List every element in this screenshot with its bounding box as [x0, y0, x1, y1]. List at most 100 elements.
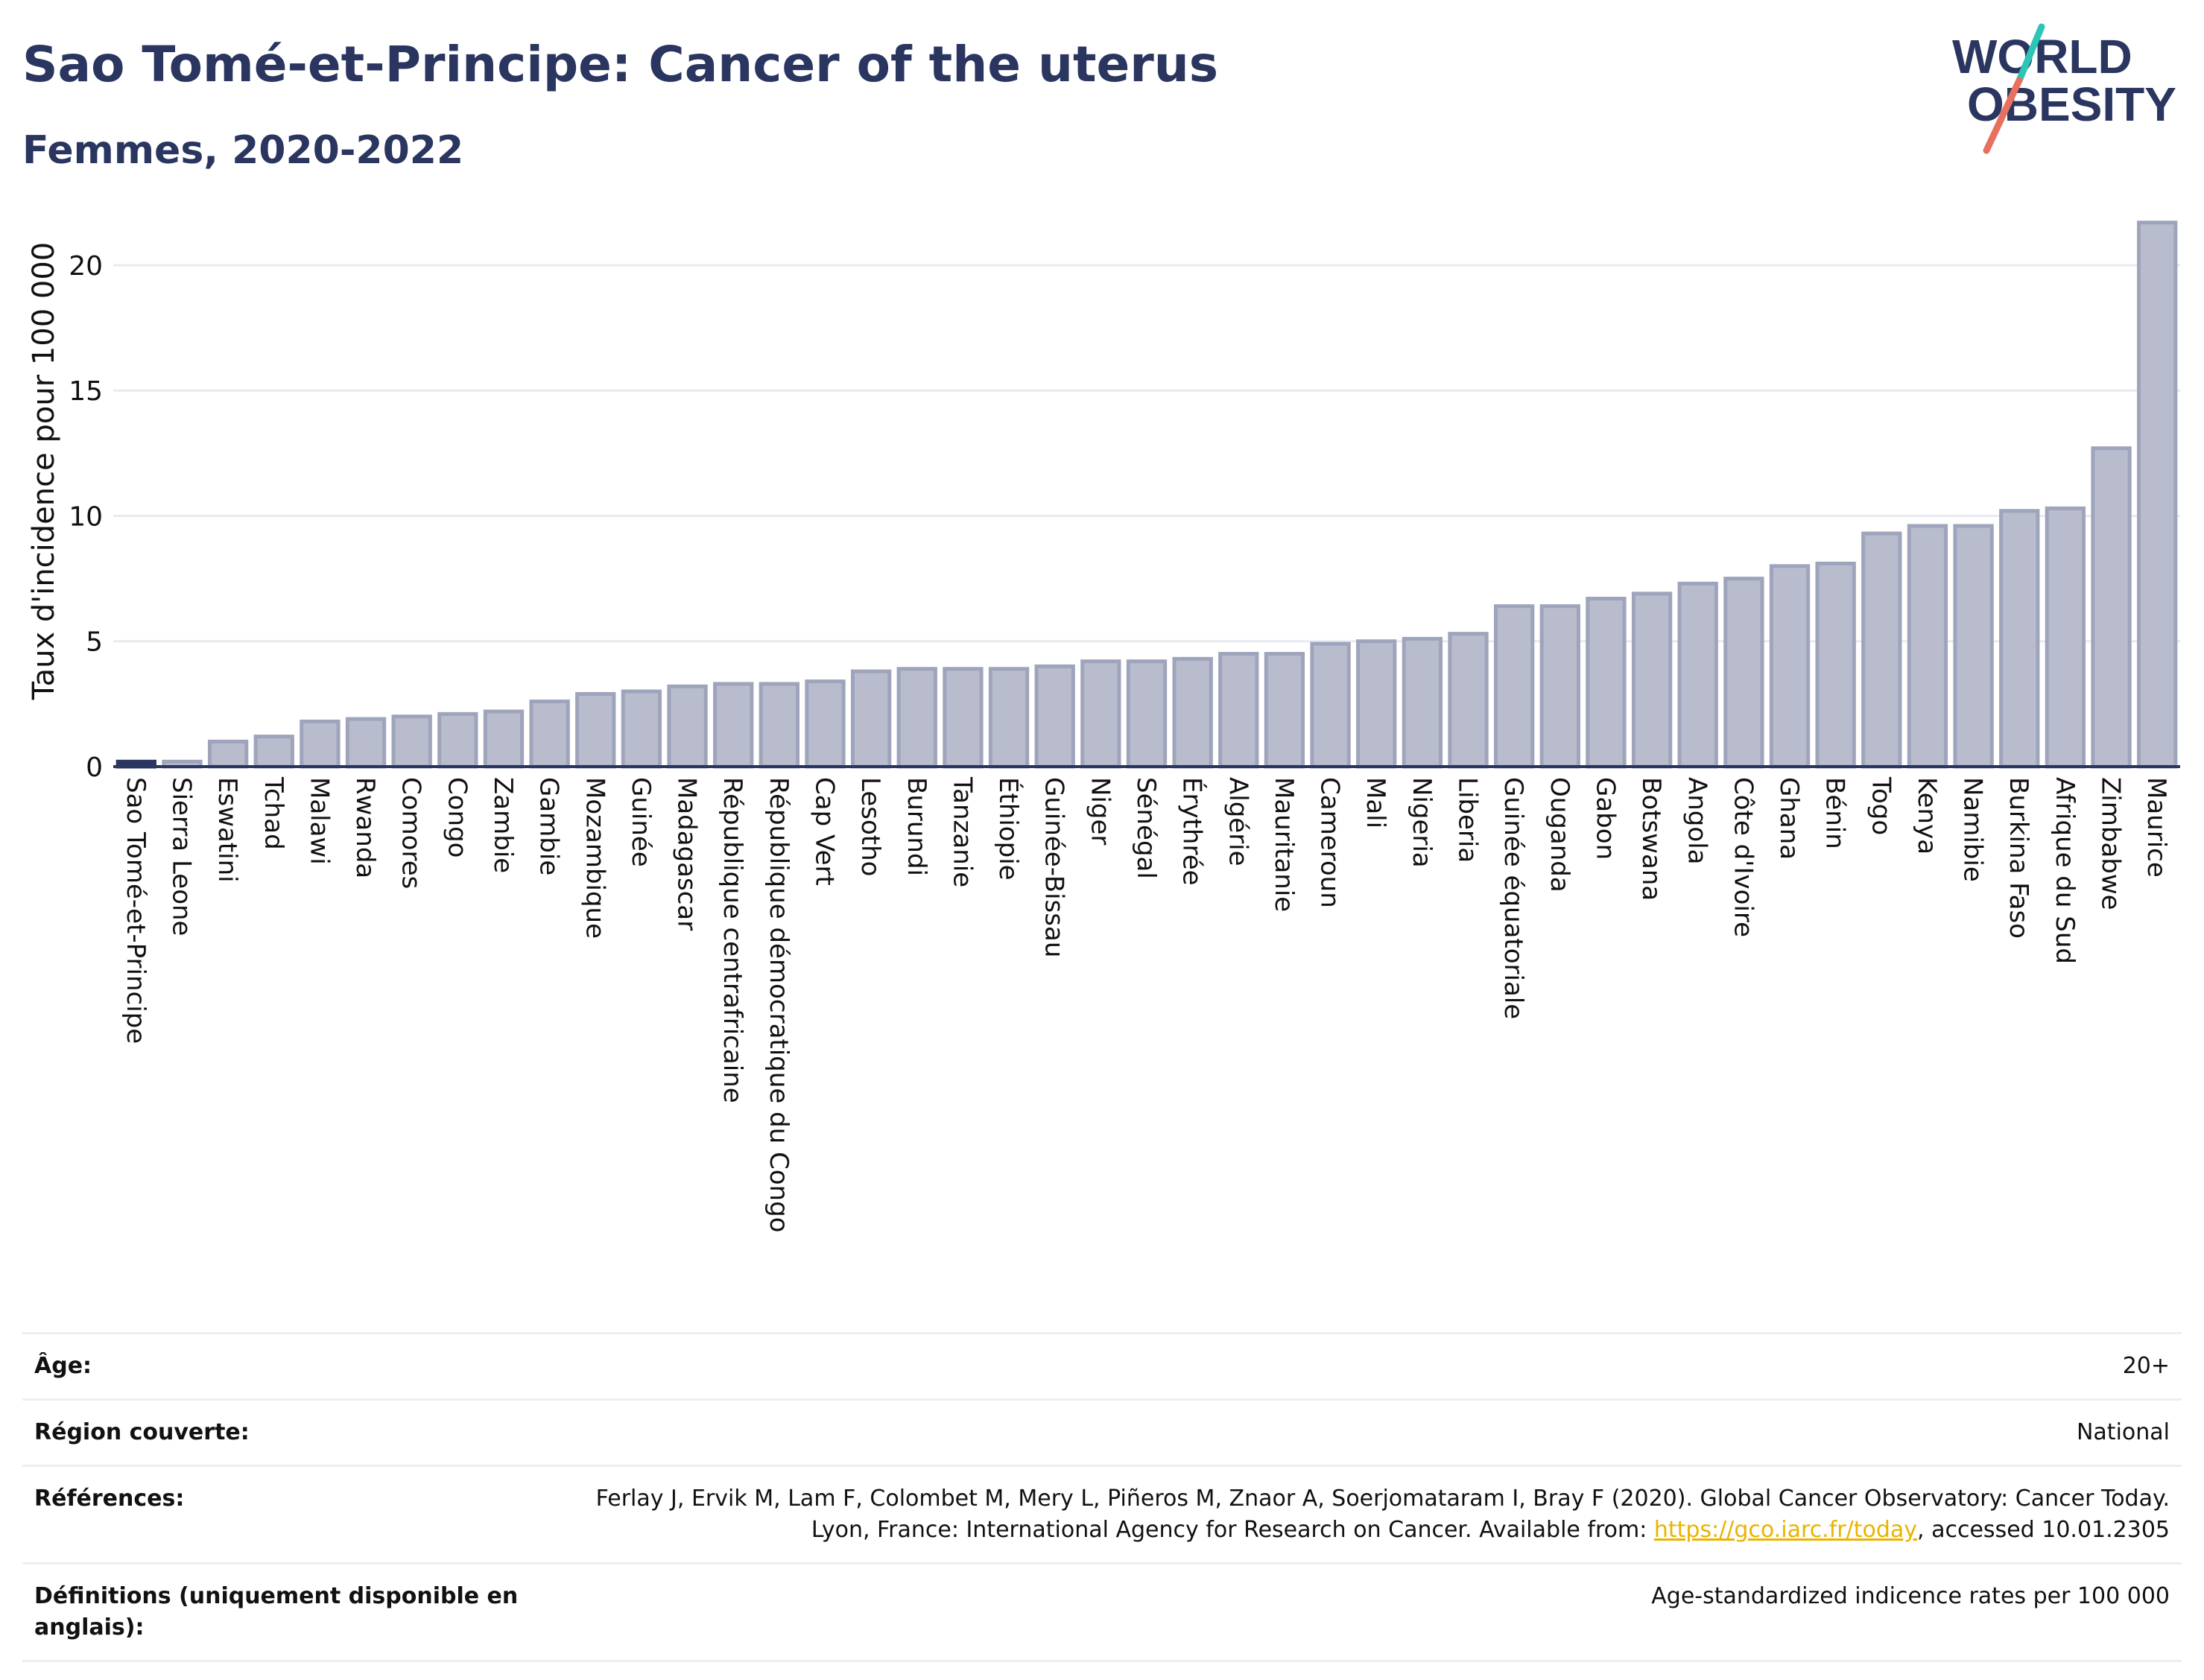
chart-title: Sao Tomé-et-Principe: Cancer of the uter… [22, 36, 1219, 93]
bar [1815, 561, 1856, 769]
bar [1172, 656, 1213, 769]
x-tick-label: République démocratique du Congo [764, 777, 794, 1232]
x-tick-label: Rwanda [350, 777, 380, 878]
bar [1999, 509, 2040, 769]
bar [207, 739, 249, 769]
bar [850, 669, 892, 769]
bar [2137, 221, 2178, 769]
bar [575, 691, 616, 769]
x-tick-label: Niger [1085, 777, 1115, 845]
bar [1264, 652, 1305, 769]
bar [667, 684, 708, 769]
chart-subtitle: Femmes, 2020-2022 [22, 128, 464, 173]
x-tick-label: Gambie [534, 777, 564, 875]
x-tick-label: Togo [1866, 776, 1896, 835]
info-row-definitions: Définitions (uniquement disponible en an… [22, 1562, 2182, 1662]
x-tick-label: Comores [396, 777, 426, 889]
info-row-region: Région couverte: National [22, 1398, 2182, 1465]
x-tick-label: Liberia [1453, 777, 1483, 863]
y-tick-label: 15 [69, 376, 103, 407]
x-tick-label: Botswana [1636, 777, 1666, 901]
x-tick-label: Angola [1682, 777, 1712, 864]
info-table: Âge: 20+ Région couverte: National Référ… [22, 1332, 2182, 1662]
bar [1953, 524, 1994, 769]
references-link[interactable]: https://gco.iarc.fr/today [1653, 1517, 1918, 1543]
world-obesity-logo: WORLD OBESITY [1952, 23, 2176, 154]
references-text: Ferlay J, Ervik M, Lam F, Colombet M, Me… [595, 1486, 2170, 1543]
logo-line1: WORLD [1952, 30, 2132, 83]
x-tick-label: Guinée [626, 777, 656, 867]
bar [1907, 524, 1948, 769]
x-tick-label: Tchad [259, 776, 288, 850]
x-tick-label: Bénin [1820, 777, 1850, 849]
logo-slash-teal [2015, 23, 2045, 84]
bar [1723, 577, 1764, 769]
x-tick-label: Nigeria [1407, 777, 1437, 868]
info-value-definitions: Age-standardized indicence rates per 100… [1651, 1583, 2170, 1609]
x-tick-label: Madagascar [672, 777, 702, 931]
y-axis-label: Taux d'incidence pour 100 000 [27, 242, 61, 700]
x-tick-label: Mozambique [580, 777, 609, 939]
bar [988, 667, 1030, 769]
x-tick-label: Cameroun [1315, 777, 1345, 908]
y-tick-label: 10 [69, 501, 103, 532]
x-tick-label: Maurice [2141, 777, 2171, 878]
bar [1586, 597, 1627, 769]
bar [529, 700, 570, 769]
bar [1126, 659, 1168, 769]
x-tick-label: Eswatini [212, 777, 242, 883]
x-tick-label: Ouganda [1545, 777, 1574, 893]
x-tick-label: Érythrée [1177, 777, 1208, 886]
x-tick-label: Zambie [488, 777, 518, 873]
info-value-age: 20+ [2122, 1353, 2170, 1379]
x-tick-label: Mali [1361, 777, 1390, 828]
x-tick-label: Malawi [304, 777, 334, 865]
bar [1448, 632, 1489, 769]
x-tick-label: Burundi [902, 777, 931, 876]
bar [1631, 592, 1673, 769]
info-label-references: Références: [34, 1486, 185, 1512]
bar [1034, 664, 1075, 769]
x-tick-label: Congo [442, 777, 472, 858]
x-tick-label: Ghana [1774, 777, 1804, 860]
bar [253, 735, 294, 769]
info-value-region: National [2076, 1419, 2170, 1445]
info-label-definitions: Définitions (uniquement disponible en an… [34, 1583, 519, 1641]
x-tick-label: Kenya [1912, 777, 1942, 855]
x-tick-label: Mauritanie [1269, 777, 1299, 912]
bar [621, 689, 662, 769]
bar [300, 719, 341, 769]
y-tick-label: 0 [86, 752, 103, 783]
bar [1677, 581, 1718, 769]
bar [1356, 639, 1397, 769]
logo-slash-coral [1983, 77, 2023, 154]
info-label-age: Âge: [34, 1353, 92, 1379]
info-row-references: Références: Ferlay J, Ervik M, Lam F, Co… [22, 1465, 2182, 1562]
x-tick-label: Algérie [1223, 777, 1253, 866]
x-tick-label: Burkina Faso [2004, 777, 2033, 939]
bar [2091, 446, 2132, 769]
bar [2045, 506, 2086, 769]
x-tick-label: Guinée équatoriale [1498, 777, 1528, 1019]
x-tick-label: Éthiopie [993, 777, 1024, 881]
x-tick-label: Sénégal [1131, 777, 1161, 879]
x-tick-label: Afrique du Sud [2050, 777, 2080, 964]
x-tick-label: Namibie [1958, 777, 1988, 882]
y-tick-label: 20 [69, 251, 103, 282]
x-tick-label: Sierra Leone [166, 777, 196, 936]
bar [1539, 604, 1580, 769]
info-value-references: Ferlay J, Ervik M, Lam F, Colombet M, Me… [568, 1483, 2170, 1546]
bar [345, 717, 387, 769]
bar [805, 679, 846, 769]
x-tick-label: Gabon [1590, 777, 1620, 860]
info-label-region: Région couverte: [34, 1419, 250, 1445]
x-tick-label: République centrafricaine [718, 777, 747, 1103]
bar [943, 667, 984, 769]
bar [896, 667, 937, 769]
bar [391, 714, 432, 769]
bar [1769, 564, 1811, 769]
info-row-age: Âge: 20+ [22, 1332, 2182, 1398]
references-accessed: , accessed 10.01.2305 [1917, 1517, 2170, 1543]
bar [1218, 652, 1259, 769]
bar [713, 682, 754, 769]
